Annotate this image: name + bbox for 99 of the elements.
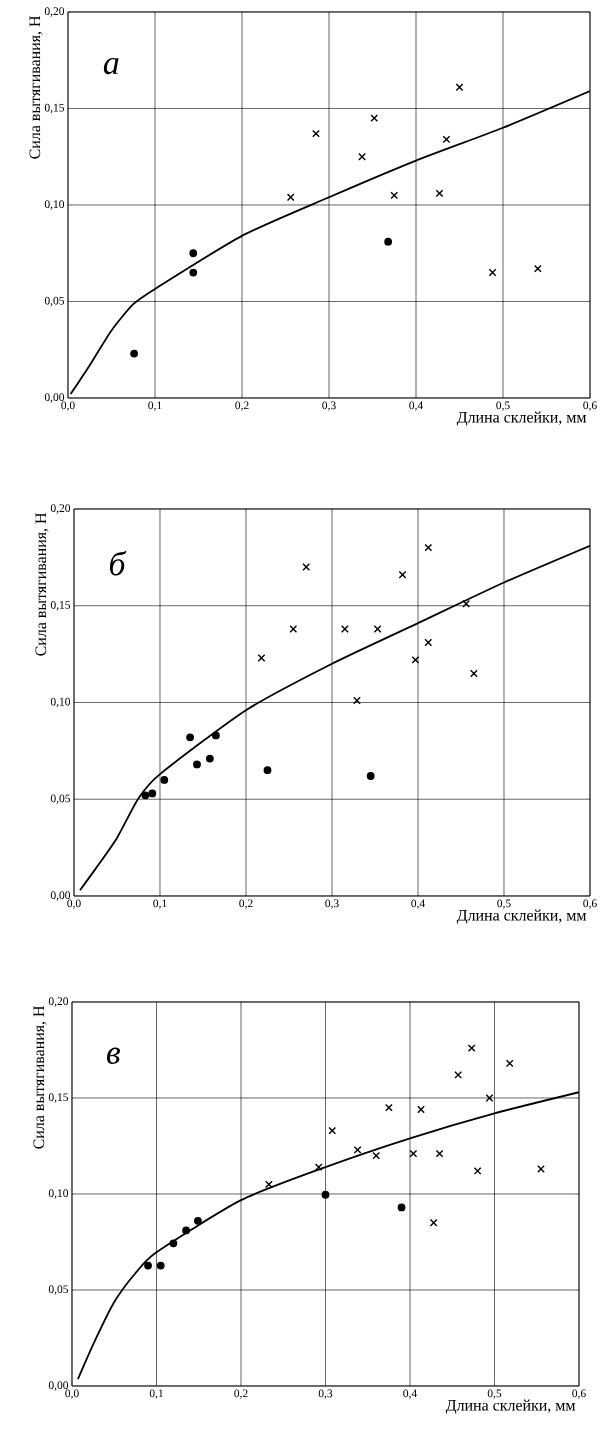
- point: [442, 135, 451, 144]
- point: [473, 1167, 482, 1175]
- y-tick-label: 0,15: [48, 1093, 69, 1103]
- x-tick-label: 0,5: [487, 1389, 502, 1399]
- x-tick-label: 0,1: [153, 899, 167, 909]
- x-tick-label: 0,4: [409, 401, 423, 411]
- point: [265, 1180, 273, 1189]
- point: [194, 1216, 202, 1225]
- point: [384, 237, 393, 246]
- y-tick-label: 0,10: [44, 200, 65, 210]
- x-tick-label: 0,0: [61, 401, 75, 411]
- point: [263, 766, 272, 775]
- x-tick-label: 0,2: [239, 899, 253, 909]
- point: [289, 625, 298, 633]
- point: [212, 731, 220, 740]
- y-tick-label: 0,15: [44, 103, 65, 114]
- y-tick-label: 0,20: [44, 7, 65, 17]
- point: [341, 625, 349, 633]
- x-axis-title: Длина склейки, мм: [445, 1399, 576, 1414]
- annotation: а: [103, 57, 119, 75]
- y-tick-label: 0,05: [44, 296, 65, 307]
- point: [373, 625, 382, 633]
- point: [189, 249, 198, 258]
- point: [353, 1145, 362, 1154]
- x-tick-label: 0,5: [496, 401, 510, 411]
- x-tick-label: 0,4: [403, 1389, 417, 1399]
- point: [533, 264, 542, 273]
- point: [455, 83, 464, 92]
- x-tick-label: 0,6: [572, 1389, 586, 1399]
- point: [182, 1226, 190, 1235]
- y-tick-label: 0,00: [48, 1381, 69, 1391]
- point: [358, 152, 366, 161]
- x-tick-label: 0,0: [65, 1389, 79, 1399]
- x-tick-label: 0,6: [583, 899, 597, 909]
- y-tick-label: 0,20: [50, 504, 71, 514]
- y-tick-label: 0,10: [50, 697, 71, 708]
- point: [505, 1059, 514, 1068]
- x-axis-title: Длина склейки, мм: [456, 909, 587, 924]
- x-tick-label: 0,1: [148, 401, 162, 411]
- point: [411, 656, 420, 664]
- x-tick-label: 0,3: [325, 899, 339, 909]
- point: [286, 193, 295, 202]
- annotation: в: [106, 1047, 121, 1064]
- point: [417, 1105, 425, 1114]
- point: [398, 570, 407, 579]
- point: [397, 1203, 406, 1212]
- x-tick-label: 0,3: [318, 1389, 333, 1399]
- point: [141, 791, 150, 800]
- point: [435, 1149, 444, 1158]
- point: [454, 1071, 463, 1079]
- y-tick-label: 0,00: [44, 393, 65, 403]
- point: [314, 1163, 323, 1171]
- point: [384, 1103, 393, 1112]
- y-tick-label: 0,15: [50, 601, 71, 611]
- x-axis-title: Длина склейки, мм: [456, 411, 587, 426]
- y-axis-title: Сила вытягивания, Н: [29, 15, 43, 159]
- y-tick-label: 0,10: [48, 1189, 69, 1199]
- point: [148, 789, 157, 798]
- point: [409, 1149, 418, 1158]
- y-tick-label: 0,20: [48, 997, 69, 1007]
- point: [372, 1151, 381, 1160]
- point: [485, 1094, 494, 1102]
- y-tick-label: 0,05: [48, 1285, 69, 1295]
- point: [169, 1239, 178, 1248]
- point: [144, 1261, 152, 1270]
- point: [488, 268, 497, 277]
- point: [470, 669, 478, 678]
- x-tick-label: 0,6: [583, 401, 597, 411]
- point: [462, 599, 471, 608]
- point: [186, 733, 194, 742]
- annotation: б: [109, 550, 127, 576]
- point: [429, 1218, 438, 1227]
- x-tick-label: 0,2: [235, 401, 249, 411]
- point: [370, 114, 379, 123]
- x-tick-label: 0,5: [497, 899, 511, 909]
- x-tick-label: 0,3: [322, 401, 336, 411]
- point: [328, 1126, 337, 1135]
- point: [302, 563, 311, 571]
- point: [189, 268, 198, 277]
- y-tick-label: 0,05: [50, 794, 71, 804]
- point: [205, 754, 214, 763]
- x-tick-label: 0,4: [411, 899, 425, 909]
- point: [130, 349, 139, 358]
- point: [435, 189, 444, 198]
- point: [321, 1190, 330, 1199]
- point: [160, 775, 169, 784]
- point: [424, 638, 433, 647]
- y-tick-label: 0,00: [50, 891, 71, 901]
- y-axis-title: Сила вытягивания, Н: [33, 1005, 47, 1149]
- point: [366, 772, 375, 780]
- x-tick-label: 0,1: [149, 1389, 163, 1399]
- point: [390, 191, 399, 200]
- y-axis-title: Сила вытягивания, Н: [35, 512, 49, 656]
- point: [537, 1165, 545, 1173]
- x-tick-label: 0,0: [67, 899, 81, 909]
- point: [467, 1044, 476, 1052]
- point: [156, 1261, 165, 1270]
- point: [193, 760, 201, 769]
- x-tick-label: 0,2: [234, 1389, 248, 1399]
